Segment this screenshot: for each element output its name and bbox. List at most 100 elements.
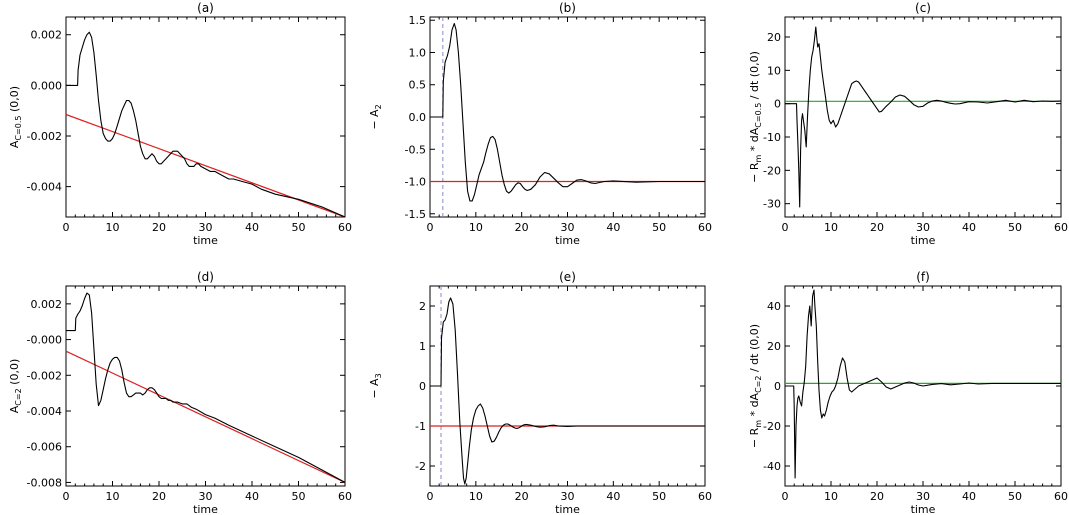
- chart-4-title: (e): [559, 270, 576, 284]
- chart-5-ylabel-mid: * dA: [748, 392, 761, 419]
- chart-2-ytick-label: -20: [763, 164, 781, 177]
- chart-3-frame: [65, 285, 346, 487]
- chart-1-ylabel: − A2: [368, 104, 383, 129]
- chart-0-ylabel: AC=0.5 (0,0): [8, 86, 23, 148]
- chart-3-series-1: [65, 350, 346, 483]
- chart-2-ylabel-pre: − R: [748, 162, 761, 183]
- chart-4-ylabel-base: − A: [368, 378, 381, 399]
- chart-2-frame: [784, 16, 1062, 218]
- chart-4-ylabel-sub: 3: [374, 373, 383, 378]
- chart-0-xtick-label: 50: [292, 221, 306, 234]
- chart-0-panel: (a) 0 10 20 30 40 50 60 time -0.004 -0.002 0.000 0.0…: [8, 1, 352, 247]
- chart-4-xlabel: time: [555, 503, 580, 515]
- chart-1-series-0: [430, 22, 705, 202]
- chart-5-ytick-label: 0: [774, 380, 781, 393]
- chart-3-xtick-label: 50: [292, 490, 306, 503]
- chart-4-ytick-label: 0: [419, 380, 426, 393]
- chart-3-ylabel: AC=2 (0,0): [8, 359, 23, 414]
- chart-5-title: (f): [916, 270, 930, 284]
- chart-3-xlabel: time: [193, 503, 218, 515]
- chart-3-panel: (d) 0 10 20 30 40 50 60 time -0.008 -0.006 -0.004 -0…: [8, 270, 352, 515]
- chart-2-ytick-label: 10: [767, 64, 781, 77]
- chart-1-xtick-label: 60: [698, 221, 712, 234]
- chart-4-panel: (e) 0 10 20 30 40 50 60 time -2 -1 0 1 2 − A3: [368, 270, 712, 515]
- chart-4-frame: [429, 285, 706, 487]
- chart-0-title: (a): [197, 1, 214, 15]
- chart-1-xtick-label: 50: [652, 221, 666, 234]
- chart-2-xtick-label: 10: [824, 221, 838, 234]
- chart-2-ylabel: − Rm * dAC=0.5 / dt (0,0): [748, 51, 763, 183]
- chart-5-ylabel-tail: / dt (0,0): [748, 324, 761, 376]
- chart-1-xtick-label: 0: [427, 221, 434, 234]
- chart-0-ytick-label: 0.000: [31, 79, 63, 92]
- chart-5-panel: (f) 0 10 20 30 40 50 60 time -40 -20 0 20 40 − Rm * dA…: [748, 270, 1068, 515]
- chart-5-ylabel-sub2: C=2: [754, 376, 763, 393]
- chart-5-ytick-label: 40: [767, 300, 781, 313]
- chart-1-ytick-label: 0.0: [409, 111, 427, 124]
- chart-2-xlabel: time: [911, 234, 936, 247]
- chart-3-xtick-label: 40: [245, 490, 259, 503]
- chart-3-xtick-label: 10: [106, 490, 120, 503]
- chart-1-title: (b): [559, 1, 576, 15]
- chart-3-ytick-label: -0.008: [27, 476, 62, 489]
- chart-0-xtick-label: 40: [245, 221, 259, 234]
- chart-5-xtick-label: 50: [1008, 490, 1022, 503]
- chart-4-xtick-label: 50: [652, 490, 666, 503]
- chart-0-ylabel-tail: (0,0): [8, 86, 21, 116]
- chart-2-ylabel-sub1: m: [754, 155, 763, 163]
- chart-3-ylabel-sub: C=2: [14, 388, 23, 405]
- chart-5-xtick-label: 30: [916, 490, 930, 503]
- chart-0-ytick-label: 0.002: [31, 29, 63, 42]
- chart-4-ytick-label: -2: [415, 460, 426, 473]
- chart-3-ytick-label: -0.004: [27, 405, 62, 418]
- chart-1-ytick-label: 1.5: [409, 14, 427, 27]
- chart-1-ytick-label: 0.5: [409, 79, 427, 92]
- chart-2-xtick-label: 20: [870, 221, 884, 234]
- chart-2-series-0: [785, 26, 1062, 208]
- chart-3-xtick-label: 60: [338, 490, 352, 503]
- chart-3-ylabel-tail: (0,0): [8, 359, 21, 389]
- chart-4-xtick-label: 30: [561, 490, 575, 503]
- chart-0-xlabel: time: [193, 234, 218, 247]
- chart-5-ytick-label: -40: [763, 460, 781, 473]
- chart-5-ylabel: − Rm * dAC=2 / dt (0,0): [748, 324, 763, 448]
- chart-4-xtick-label: 60: [698, 490, 712, 503]
- chart-1-ylabel-sub: 2: [374, 104, 383, 109]
- chart-5-xtick-label: 10: [824, 490, 838, 503]
- chart-4-xtick-label: 20: [515, 490, 529, 503]
- chart-0-xtick-label: 0: [63, 221, 70, 234]
- chart-3-xtick-label: 30: [199, 490, 213, 503]
- chart-3-ytick-label: -0.002: [27, 369, 62, 382]
- chart-4-ytick-label: -1: [415, 420, 426, 433]
- chart-3-xtick-label: 0: [63, 490, 70, 503]
- chart-1-ytick-label: -0.5: [405, 143, 426, 156]
- chart-3-ytick-label: -0.006: [27, 441, 62, 454]
- chart-1-panel: (b) 0 10 20 30 40 50 60 time -1.5 -1.0 -0.5 0.0 0.5 1.…: [368, 1, 712, 247]
- chart-4-xtick-label: 40: [606, 490, 620, 503]
- chart-5-xtick-label: 40: [962, 490, 976, 503]
- chart-3-ytick-label: -0.000: [27, 334, 62, 347]
- chart-1-ytick-label: 1.0: [409, 46, 427, 59]
- chart-5-ylabel-sub1: m: [754, 420, 763, 428]
- chart-5-series-0: [785, 289, 1061, 479]
- chart-3-series-0: [66, 292, 346, 483]
- chart-0-frame: [65, 16, 346, 218]
- chart-2-ytick-label: 20: [767, 31, 781, 44]
- chart-2-xtick-label: 30: [916, 221, 930, 234]
- chart-5-xlabel: time: [911, 503, 936, 515]
- chart-0-ylabel-sub: C=0.5: [14, 116, 23, 141]
- chart-5-xtick-label: 60: [1054, 490, 1068, 503]
- chart-2-ytick-label: -10: [763, 131, 781, 144]
- chart-4-xtick-label: 10: [469, 490, 483, 503]
- chart-3-ytick-label: 0.002: [31, 298, 63, 311]
- chart-4-ytick-label: 1: [419, 340, 426, 353]
- chart-0-xtick-label: 30: [199, 221, 213, 234]
- chart-5-ytick-label: -20: [763, 420, 781, 433]
- chart-0-xtick-label: 60: [338, 221, 352, 234]
- chart-0-xtick-label: 20: [152, 221, 166, 234]
- chart-2-xtick-label: 40: [962, 221, 976, 234]
- chart-5-ylabel-pre: − R: [748, 427, 761, 448]
- chart-0-ytick-label: -0.002: [27, 130, 62, 143]
- chart-4-ytick-label: 2: [419, 300, 426, 313]
